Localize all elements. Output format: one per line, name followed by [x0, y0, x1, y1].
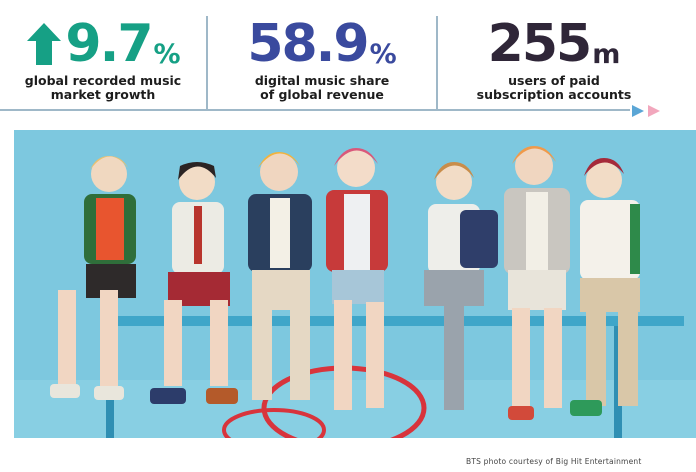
member-6: [504, 146, 570, 420]
blue-triangle-icon: [632, 105, 644, 117]
stat-description: digital music share of global revenue: [208, 74, 436, 102]
header-rule: [0, 109, 630, 111]
stat-description-line: global recorded music: [24, 73, 182, 88]
photo-illustration: [14, 130, 696, 438]
stat-unit: %: [153, 39, 181, 70]
group-photo: [14, 130, 696, 438]
divider: [436, 16, 438, 110]
page-nav-arrows: [632, 105, 660, 117]
photo-credit: BTS photo courtesy of Big Hit Entertainm…: [466, 457, 642, 466]
stat-value: 58.9: [247, 14, 369, 74]
stat-description-line: users of paid: [508, 73, 600, 88]
divider: [206, 16, 208, 110]
member-5: [424, 162, 498, 410]
stat-description-line: subscription accounts: [476, 87, 632, 102]
member-1: [50, 156, 136, 400]
stat-value: 9.7: [65, 14, 153, 74]
stat-unit: m: [592, 39, 621, 70]
stat-digital-share: 58.9 % digital music share of global rev…: [208, 0, 436, 110]
member-3: [248, 152, 312, 400]
stats-header: 9.7 % global recorded music market growt…: [0, 0, 696, 111]
stat-description: global recorded music market growth: [0, 74, 206, 102]
stat-description-line: of global revenue: [260, 87, 384, 102]
pink-triangle-icon: [648, 105, 660, 117]
stat-figure: 9.7 %: [0, 14, 206, 70]
stat-description: users of paid subscription accounts: [438, 74, 670, 102]
stat-description-line: digital music share: [254, 73, 390, 88]
stat-unit: %: [369, 39, 397, 70]
member-2: [150, 162, 238, 404]
stat-description-line: market growth: [50, 87, 156, 102]
stat-paid-users: 255 m users of paid subscription account…: [438, 0, 670, 110]
stat-figure: 255 m: [438, 14, 670, 70]
stat-value: 255: [487, 14, 593, 74]
member-7: [570, 158, 640, 416]
stat-market-growth: 9.7 % global recorded music market growt…: [0, 0, 206, 110]
up-arrow-icon: [27, 23, 62, 65]
stat-figure: 58.9 %: [208, 14, 436, 70]
member-4: [326, 148, 388, 410]
